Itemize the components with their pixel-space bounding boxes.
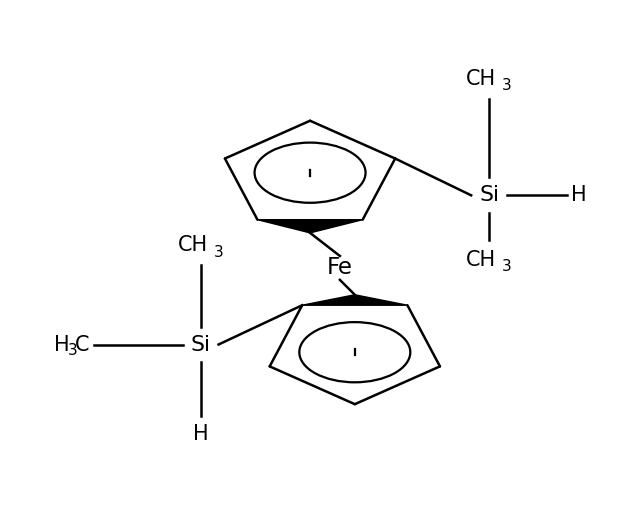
- Text: 3: 3: [502, 260, 512, 274]
- Text: Fe: Fe: [327, 257, 353, 279]
- Text: 3: 3: [67, 343, 77, 358]
- Text: Si: Si: [479, 185, 499, 205]
- Text: 3: 3: [502, 78, 512, 94]
- Text: CH: CH: [178, 235, 208, 255]
- Text: CH: CH: [466, 250, 496, 270]
- Polygon shape: [302, 295, 408, 305]
- Text: C: C: [75, 334, 90, 354]
- Text: H: H: [571, 185, 586, 205]
- Text: Si: Si: [191, 334, 211, 354]
- Text: H: H: [193, 424, 209, 444]
- Text: H: H: [54, 334, 69, 354]
- Text: CH: CH: [466, 69, 496, 89]
- Polygon shape: [257, 220, 363, 233]
- Text: 3: 3: [214, 244, 223, 260]
